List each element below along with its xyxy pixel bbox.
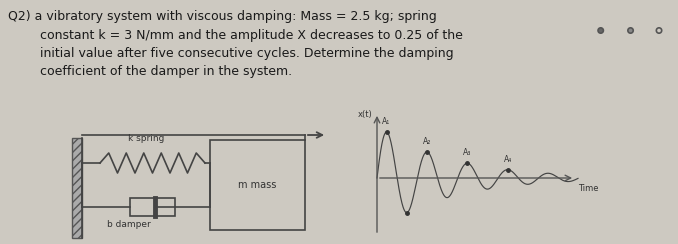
Bar: [72, 138, 82, 238]
Circle shape: [628, 28, 633, 33]
Text: A₃: A₃: [463, 148, 471, 157]
Circle shape: [598, 28, 603, 33]
Text: A₄: A₄: [504, 155, 512, 164]
Text: A₁: A₁: [382, 117, 391, 126]
Text: b damper: b damper: [106, 220, 151, 229]
Text: A₂: A₂: [422, 137, 431, 146]
Bar: [210, 140, 305, 230]
Text: Q2) a vibratory system with viscous damping: Mass = 2.5 kg; spring
        const: Q2) a vibratory system with viscous damp…: [8, 10, 463, 79]
Text: m mass: m mass: [238, 180, 277, 190]
Bar: [130, 198, 175, 216]
Text: Time: Time: [578, 184, 599, 193]
Text: k spring: k spring: [128, 134, 164, 143]
Text: x(t): x(t): [358, 110, 373, 119]
